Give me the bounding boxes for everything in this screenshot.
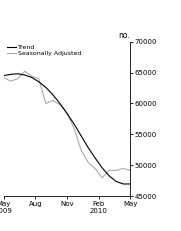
Legend: Trend, Seasonally Adjusted: Trend, Seasonally Adjusted — [7, 45, 81, 56]
Text: no.: no. — [119, 31, 130, 40]
